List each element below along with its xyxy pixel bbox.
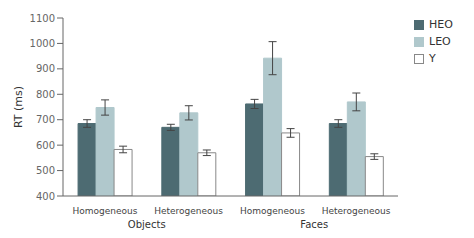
svg-text:1000: 1000 xyxy=(30,38,55,49)
svg-text:Heterogeneous: Heterogeneous xyxy=(322,206,391,216)
svg-text:800: 800 xyxy=(36,89,55,100)
svg-text:Objects: Objects xyxy=(128,219,166,230)
svg-text:700: 700 xyxy=(36,114,55,125)
svg-text:Homogeneous: Homogeneous xyxy=(72,206,137,216)
html-text:Y: Y xyxy=(429,52,436,65)
svg-text:Faces: Faces xyxy=(300,219,328,230)
svg-text:1100: 1100 xyxy=(30,13,55,24)
html-text:HEO: HEO xyxy=(429,18,453,31)
svg-text:900: 900 xyxy=(36,63,55,74)
html-text:LEO: LEO xyxy=(429,35,451,48)
svg-text:Heterogeneous: Heterogeneous xyxy=(154,206,223,216)
svg-text:600: 600 xyxy=(36,140,55,151)
svg-text:400: 400 xyxy=(36,191,55,202)
svg-text:RT (ms): RT (ms) xyxy=(12,86,25,128)
svg-text:Homogeneous: Homogeneous xyxy=(240,206,305,216)
svg-text:500: 500 xyxy=(36,165,55,176)
